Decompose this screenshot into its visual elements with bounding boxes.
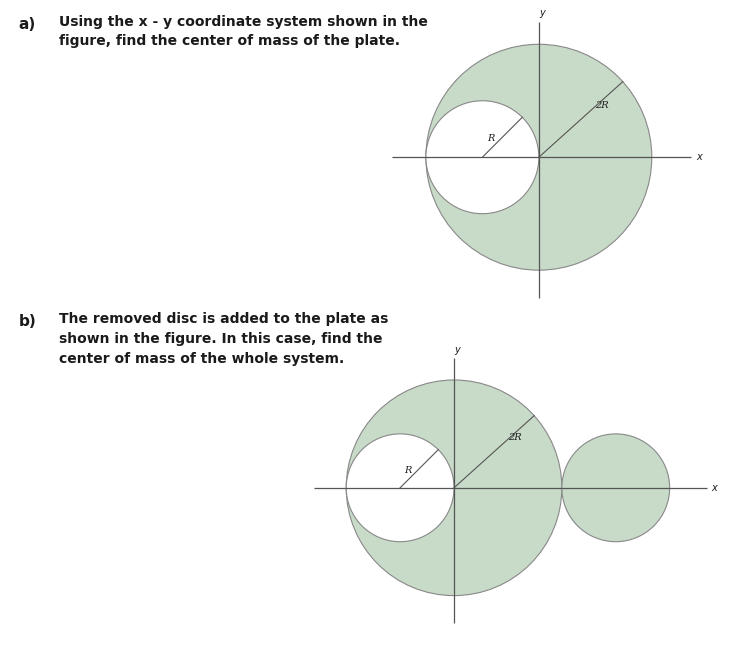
Circle shape — [562, 434, 670, 542]
Text: y: y — [454, 345, 460, 355]
Text: y: y — [539, 9, 545, 19]
Circle shape — [347, 380, 562, 596]
Text: R: R — [487, 134, 494, 143]
Circle shape — [347, 434, 454, 542]
Circle shape — [426, 44, 651, 270]
Text: shown in the figure. In this case, find the: shown in the figure. In this case, find … — [59, 332, 383, 346]
Text: 2R: 2R — [508, 434, 522, 442]
Text: x: x — [712, 483, 718, 493]
Text: 2R: 2R — [595, 100, 609, 110]
Text: R: R — [404, 466, 412, 475]
Text: Using the x - y coordinate system shown in the: Using the x - y coordinate system shown … — [59, 15, 428, 28]
Text: center of mass of the whole system.: center of mass of the whole system. — [59, 352, 344, 366]
Text: figure, find the center of mass of the plate.: figure, find the center of mass of the p… — [59, 34, 401, 48]
Circle shape — [426, 100, 539, 214]
Text: The removed disc is added to the plate as: The removed disc is added to the plate a… — [59, 312, 389, 326]
Text: x: x — [696, 152, 702, 162]
Text: b): b) — [19, 314, 36, 329]
Text: a): a) — [19, 17, 36, 32]
